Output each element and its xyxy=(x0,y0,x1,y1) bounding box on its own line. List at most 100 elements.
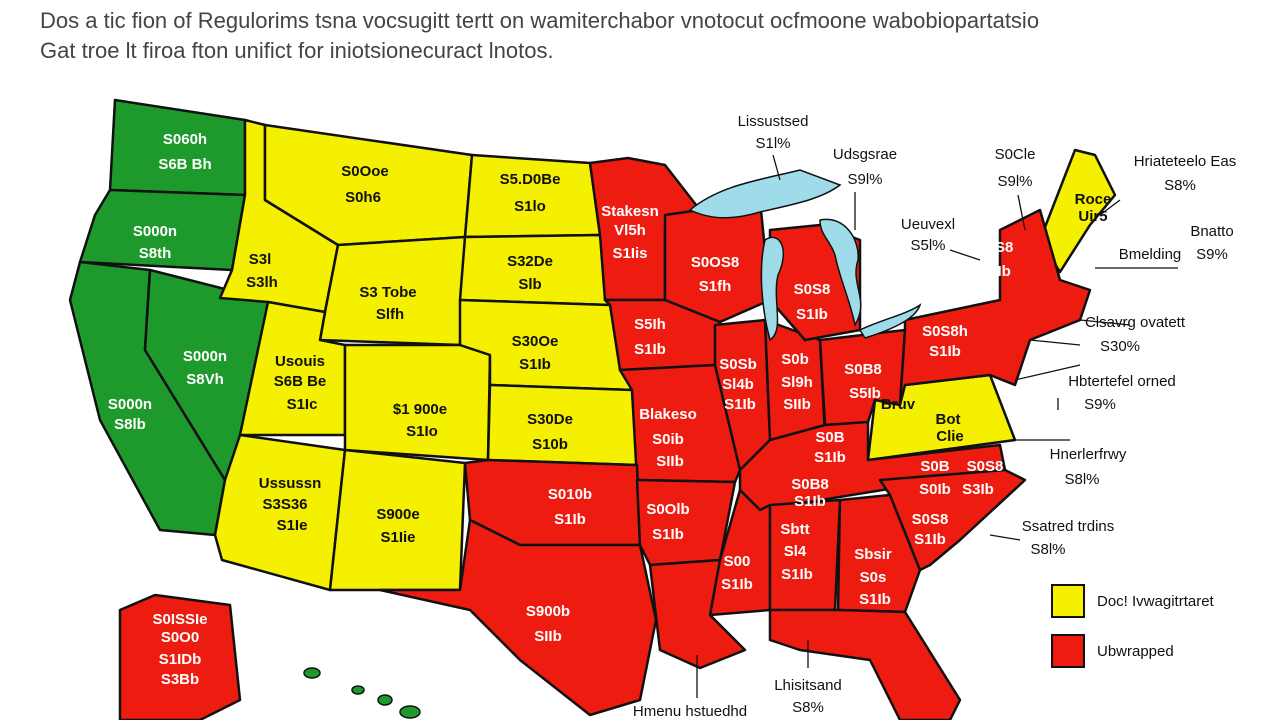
region-label: S1Ib xyxy=(721,576,753,593)
region-label: S0ISSIe xyxy=(152,611,207,628)
callouts: Lissustsed S1l% Udsgsrae S9l% S0Cle S9l% Hriat… xyxy=(633,113,1236,720)
region xyxy=(458,233,612,307)
callout-label: S8l% xyxy=(1030,541,1065,558)
lake xyxy=(858,303,922,339)
region-label: S010b xyxy=(548,486,592,503)
region-label: S30Oe xyxy=(512,333,559,350)
region-label: S0Ib xyxy=(919,481,951,498)
region-label: S0ib xyxy=(652,431,684,448)
region-label: S1Ib xyxy=(724,396,756,413)
region-label: S0Olb xyxy=(646,501,689,518)
lake xyxy=(760,236,785,342)
region-label: S1lo xyxy=(514,198,546,215)
callout-label: S8% xyxy=(792,699,824,716)
region-label: S1Ib xyxy=(929,343,961,360)
legend: Doc! Ivwagitrtaret Ubwrapped xyxy=(1051,584,1215,668)
region-label: S1Ib xyxy=(652,526,684,543)
region-label: Roce xyxy=(1075,191,1112,208)
region-label: S1Io xyxy=(406,423,438,440)
region-label: S000n xyxy=(183,348,227,365)
region-label: S30De xyxy=(527,411,573,428)
region-label: S3l xyxy=(249,251,272,268)
region-label: Blakeso xyxy=(639,406,697,423)
region-label: Usouis xyxy=(275,353,325,370)
region xyxy=(318,235,467,347)
region-label: S0S8 xyxy=(912,511,949,528)
callout-label: Clsavrg ovatett xyxy=(1085,314,1186,331)
region-label: S1Ib xyxy=(979,263,1011,280)
region-label: S3lh xyxy=(246,274,278,291)
callout-label: Bnatto xyxy=(1190,223,1233,240)
island xyxy=(351,685,365,695)
callout-label: Ssatred trdins xyxy=(1022,518,1115,535)
region xyxy=(463,153,602,239)
region-label: S0B8 xyxy=(791,476,829,493)
region-label: S3 Tobe xyxy=(359,284,416,301)
legend-label: Ubwrapped xyxy=(1097,643,1174,660)
region-label: Vl5h xyxy=(614,222,646,239)
region-label: S0S8 xyxy=(794,281,831,298)
callout-label: Hmenu hstuedhd xyxy=(633,703,747,720)
title: Dos a tic fion of Regulorims tsna vocsug… xyxy=(40,8,1039,33)
region xyxy=(836,493,922,614)
region-label: S1Ib xyxy=(634,341,666,358)
region xyxy=(878,468,1027,572)
callout-label: S30% xyxy=(1100,338,1140,355)
region-label: S6B Bh xyxy=(158,156,211,173)
callout-label: Bmelding xyxy=(1119,246,1182,263)
region xyxy=(898,208,1092,407)
region xyxy=(378,518,658,717)
region-label: S0OS8 xyxy=(691,254,739,271)
region-label: S1Ib xyxy=(814,449,846,466)
callout-label: S9% xyxy=(1084,396,1116,413)
subtitle: Gat troe lt firoa fton unifict for iniot… xyxy=(40,38,554,63)
leader-line xyxy=(1017,194,1026,231)
region-label: S000n xyxy=(133,223,177,240)
region-label: Sbsir xyxy=(854,546,892,563)
callout-label: S8l% xyxy=(1064,471,1099,488)
region-label: S0B xyxy=(815,429,844,446)
callout-label: Lhisitsand xyxy=(774,677,842,694)
labels: S060h S6B Bh S000n S8th S000n S8lb S000n S8Vh S3… xyxy=(108,131,1111,688)
region xyxy=(1038,148,1117,274)
region-label: Sl4b xyxy=(722,376,754,393)
region-label: S900b xyxy=(526,603,570,620)
region-label: S060h xyxy=(163,131,207,148)
leader-line xyxy=(1099,199,1121,216)
region-label: S3S36 xyxy=(262,496,307,513)
region xyxy=(738,420,1007,512)
region-label: S8lb xyxy=(114,416,146,433)
region-label: S0Ooe xyxy=(341,163,389,180)
region-label: S0b xyxy=(781,351,809,368)
hawaii xyxy=(303,667,421,719)
region-label: S3Bb xyxy=(161,671,199,688)
callout-label: Hriateteelo Eas xyxy=(1134,153,1237,170)
callout-label: S8% xyxy=(1164,177,1196,194)
region-label: S1Ib xyxy=(914,531,946,548)
callout-label: Hbtertefel orned xyxy=(1068,373,1176,390)
region-label: S000n xyxy=(108,396,152,413)
region-label: Sl4 xyxy=(784,543,807,560)
region-label: S5Ib xyxy=(849,385,881,402)
region-label: S0Sb xyxy=(719,356,757,373)
region-label: S900e xyxy=(376,506,419,523)
leader-line xyxy=(1079,319,1131,326)
region-label: Stakesn xyxy=(601,203,659,220)
region-label: S0B8 xyxy=(844,361,882,378)
leader-line xyxy=(1014,364,1081,381)
region-label: S1Iie xyxy=(380,529,415,546)
lake xyxy=(819,218,862,328)
legend-label: Doc! Ivwagitrtaret xyxy=(1097,593,1215,610)
region xyxy=(78,188,247,272)
island xyxy=(377,694,393,706)
region xyxy=(648,558,747,670)
region-label: Sbtt xyxy=(780,521,809,538)
region-label: $1 900e xyxy=(393,401,447,418)
region-label: S1Ic xyxy=(287,396,318,413)
region-label: S6B Be xyxy=(274,373,327,390)
callout-label: Hnerlerfrwy xyxy=(1050,446,1127,463)
region-label: Bruv xyxy=(881,396,916,413)
legend-swatch xyxy=(1051,634,1085,668)
